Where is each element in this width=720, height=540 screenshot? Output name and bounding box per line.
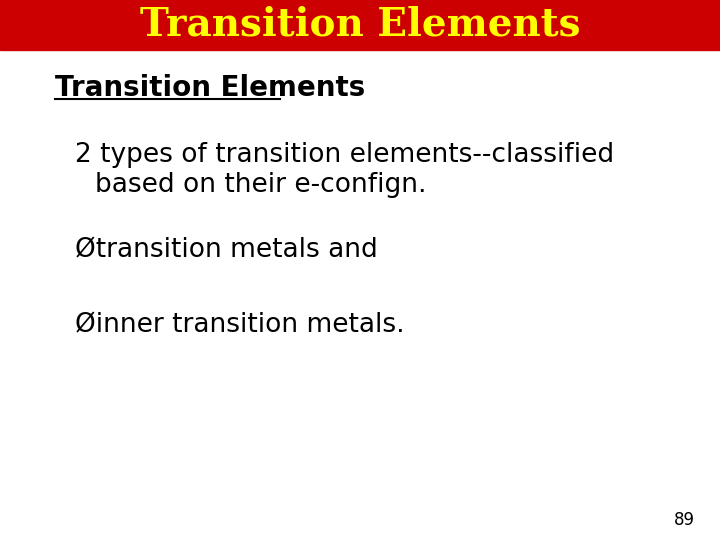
Text: Transition Elements: Transition Elements [140, 6, 580, 44]
Text: 2 types of transition elements--classified: 2 types of transition elements--classifi… [75, 142, 614, 168]
Text: based on their e-confign.: based on their e-confign. [95, 172, 426, 198]
Text: Øtransition metals and: Øtransition metals and [75, 237, 378, 263]
Text: Transition Elements: Transition Elements [55, 74, 365, 102]
FancyBboxPatch shape [0, 0, 720, 50]
Text: Øinner transition metals.: Øinner transition metals. [75, 312, 405, 338]
Text: 89: 89 [674, 511, 695, 529]
